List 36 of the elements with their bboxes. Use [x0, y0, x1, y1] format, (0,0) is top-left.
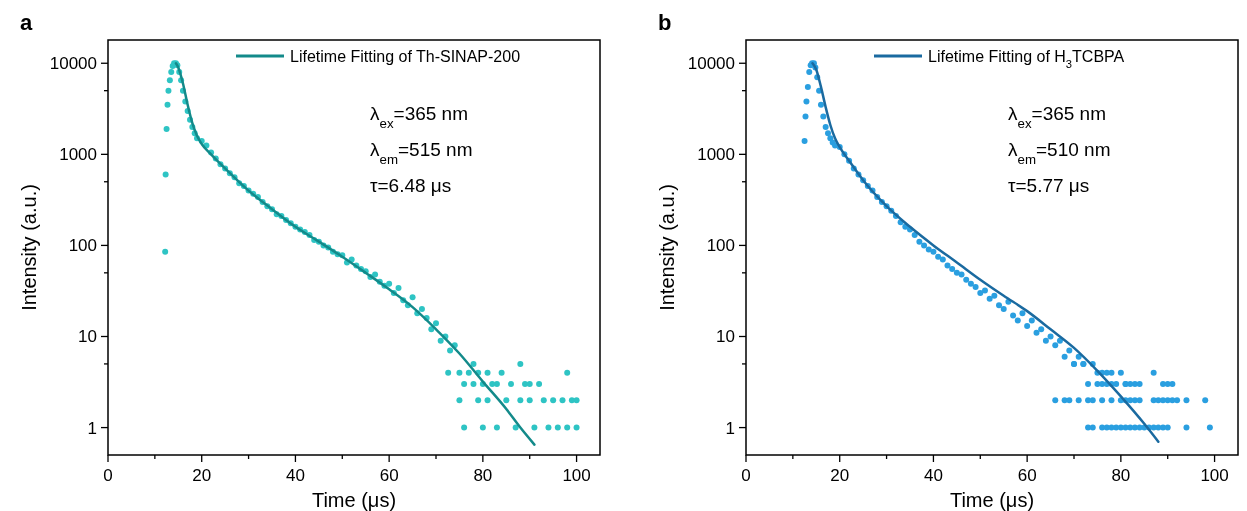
y-tick-label: 1	[725, 418, 735, 438]
chart-title: a	[20, 10, 33, 35]
annotation: λ$_{ex}$=365 nm	[370, 103, 469, 131]
annotation: τ=6.48 μs	[370, 175, 452, 196]
x-tick-label: 0	[103, 466, 113, 485]
x-tick-label: 60	[1017, 466, 1037, 485]
annotation: λ$_{em}$=515 nm	[370, 139, 473, 167]
x-tick-label: 0	[741, 466, 751, 485]
x-tick-label: 100	[562, 466, 591, 485]
y-tick-label: 1000	[59, 145, 97, 165]
y-tick-label: 100	[706, 236, 735, 256]
x-tick-label: 20	[830, 466, 850, 485]
y-axis-title: Intensity (a.u.)	[656, 184, 678, 311]
legend-label: Lifetime Fitting of H$_{3}$TCBPA	[928, 48, 1125, 70]
y-tick-label: 10000	[49, 54, 97, 74]
y-tick-label: 100	[68, 236, 97, 256]
y-tick-label: 10	[78, 327, 97, 347]
x-tick-label: 80	[1111, 466, 1131, 485]
x-axis-title: Time (μs)	[311, 489, 397, 511]
y-tick-label: 1	[87, 418, 97, 438]
annotation: λ$_{em}$=510 nm	[1008, 139, 1111, 167]
x-axis-title: Time (μs)	[949, 489, 1035, 511]
x-tick-label: 20	[192, 466, 212, 485]
x-tick-label: 40	[285, 466, 305, 485]
legend-label: Lifetime Fitting of Th-SINAP-200	[290, 48, 521, 65]
chart-title: b	[658, 10, 672, 35]
y-tick-label: 10000	[687, 54, 735, 74]
y-tick-label: 1000	[697, 145, 735, 165]
x-tick-label: 40	[923, 466, 943, 485]
y-tick-label: 10	[716, 327, 735, 347]
x-tick-label: 80	[473, 466, 493, 485]
annotation: λ$_{ex}$=365 nm	[1008, 103, 1107, 131]
x-tick-label: 60	[379, 466, 399, 485]
x-tick-label: 100	[1200, 466, 1229, 485]
y-axis-title: Intensity (a.u.)	[18, 184, 40, 311]
annotation: τ=5.77 μs	[1008, 175, 1090, 196]
